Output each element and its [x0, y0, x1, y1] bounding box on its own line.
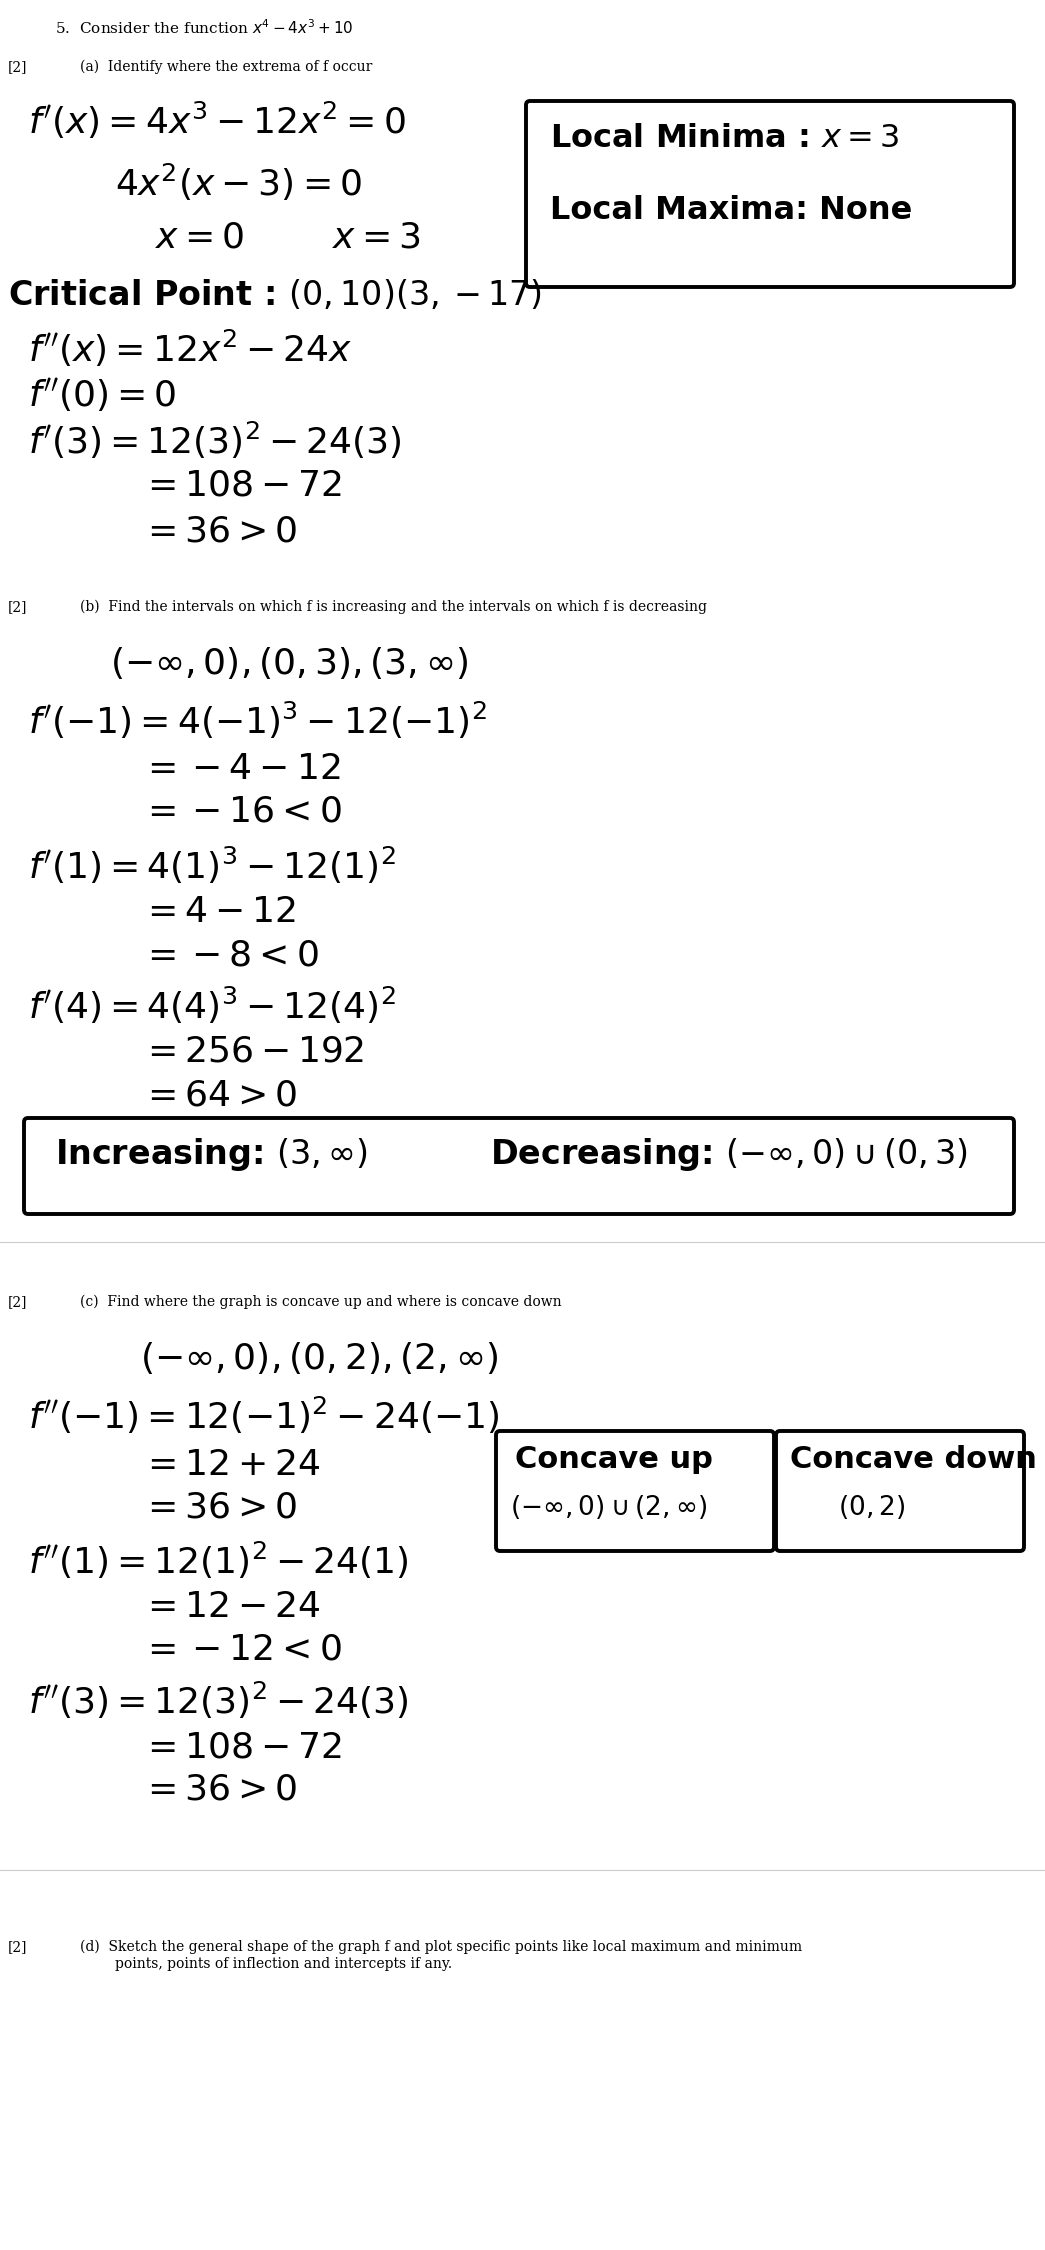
Text: $= 12 - 24$: $= 12 - 24$: [140, 1591, 321, 1624]
Text: (b)  Find the intervals on which f is increasing and the intervals on which f is: (b) Find the intervals on which f is inc…: [80, 601, 707, 614]
Text: $f'(x) = 4x^3 - 12x^2 = 0$: $f'(x) = 4x^3 - 12x^2 = 0$: [28, 99, 405, 142]
Text: Local Maxima: None: Local Maxima: None: [550, 196, 912, 225]
Text: $= 4 - 12$: $= 4 - 12$: [140, 896, 296, 929]
Text: $x = 0$       $x = 3$: $x = 0$ $x = 3$: [155, 220, 420, 254]
Text: $= -4 - 12$: $= -4 - 12$: [140, 752, 341, 785]
FancyBboxPatch shape: [526, 101, 1014, 288]
Text: $= -8 < 0$: $= -8 < 0$: [140, 938, 319, 972]
Text: $(-\infty,0),(0,2),(2,\infty)$: $(-\infty,0),(0,2),(2,\infty)$: [140, 1341, 498, 1377]
Text: Increasing: $(3,\infty)$: Increasing: $(3,\infty)$: [55, 1136, 368, 1172]
Text: $= -16 < 0$: $= -16 < 0$: [140, 794, 342, 828]
Text: 5.  Consider the function $x^4 - 4x^3 + 10$: 5. Consider the function $x^4 - 4x^3 + 1…: [55, 18, 353, 36]
Text: (d)  Sketch the general shape of the graph f and plot specific points like local: (d) Sketch the general shape of the grap…: [80, 1940, 803, 1971]
Text: [2]: [2]: [8, 601, 27, 614]
FancyBboxPatch shape: [24, 1118, 1014, 1215]
Text: $f''(3) = 12(3)^2 - 24(3)$: $f''(3) = 12(3)^2 - 24(3)$: [28, 1681, 409, 1721]
Text: $= -12 < 0$: $= -12 < 0$: [140, 1634, 342, 1667]
Text: $f''(-1) = 12(-1)^2 - 24(-1)$: $f''(-1) = 12(-1)^2 - 24(-1)$: [28, 1395, 500, 1436]
Text: $f''(1) = 12(1)^2 - 24(1)$: $f''(1) = 12(1)^2 - 24(1)$: [28, 1539, 409, 1582]
Text: [2]: [2]: [8, 61, 27, 74]
Text: $f'(3) = 12(3)^2 - 24(3)$: $f'(3) = 12(3)^2 - 24(3)$: [28, 421, 401, 461]
Text: [2]: [2]: [8, 1296, 27, 1310]
Text: $= 36 > 0$: $= 36 > 0$: [140, 513, 297, 549]
Text: $(-\infty,0),(0,3),(3,\infty)$: $(-\infty,0),(0,3),(3,\infty)$: [110, 646, 468, 682]
Text: Concave up: Concave up: [515, 1444, 713, 1474]
Text: $f'(4) = 4(4)^3 - 12(4)^2$: $f'(4) = 4(4)^3 - 12(4)^2$: [28, 986, 396, 1026]
Text: $f'(-1) = 4(-1)^3 - 12(-1)^2$: $f'(-1) = 4(-1)^3 - 12(-1)^2$: [28, 700, 487, 740]
Text: $= 256 - 192$: $= 256 - 192$: [140, 1035, 365, 1069]
Text: $= 36 > 0$: $= 36 > 0$: [140, 1773, 297, 1807]
Text: $= 108 - 72$: $= 108 - 72$: [140, 468, 342, 502]
Text: Concave down: Concave down: [790, 1444, 1037, 1474]
Text: Critical Point : $(0,10)(3,-17)$: Critical Point : $(0,10)(3,-17)$: [8, 279, 542, 313]
Text: Decreasing: $(-\infty,0)\cup(0,3)$: Decreasing: $(-\infty,0)\cup(0,3)$: [490, 1136, 968, 1172]
FancyBboxPatch shape: [776, 1431, 1024, 1550]
FancyBboxPatch shape: [496, 1431, 774, 1550]
Text: Local Minima : $x = 3$: Local Minima : $x = 3$: [550, 124, 900, 153]
Text: $(-\infty,0)\cup(2,\infty)$: $(-\infty,0)\cup(2,\infty)$: [510, 1494, 707, 1521]
Text: (a)  Identify where the extrema of f occur: (a) Identify where the extrema of f occu…: [80, 61, 372, 74]
Text: $= 36 > 0$: $= 36 > 0$: [140, 1490, 297, 1523]
Text: $4x^2(x-3) = 0$: $4x^2(x-3) = 0$: [115, 162, 362, 202]
Text: [2]: [2]: [8, 1940, 27, 1953]
Text: $= 64 > 0$: $= 64 > 0$: [140, 1078, 297, 1112]
Text: $f''(x) = 12x^2 - 24x$: $f''(x) = 12x^2 - 24x$: [28, 328, 352, 369]
Text: $= 108 - 72$: $= 108 - 72$: [140, 1730, 342, 1764]
Text: (c)  Find where the graph is concave up and where is concave down: (c) Find where the graph is concave up a…: [80, 1296, 561, 1310]
Text: $f'(1) = 4(1)^3 - 12(1)^2$: $f'(1) = 4(1)^3 - 12(1)^2$: [28, 846, 396, 886]
Text: $(0,2)$: $(0,2)$: [838, 1494, 905, 1521]
Text: $f''(0) = 0$: $f''(0) = 0$: [28, 376, 177, 414]
Text: $= 12 + 24$: $= 12 + 24$: [140, 1449, 321, 1483]
